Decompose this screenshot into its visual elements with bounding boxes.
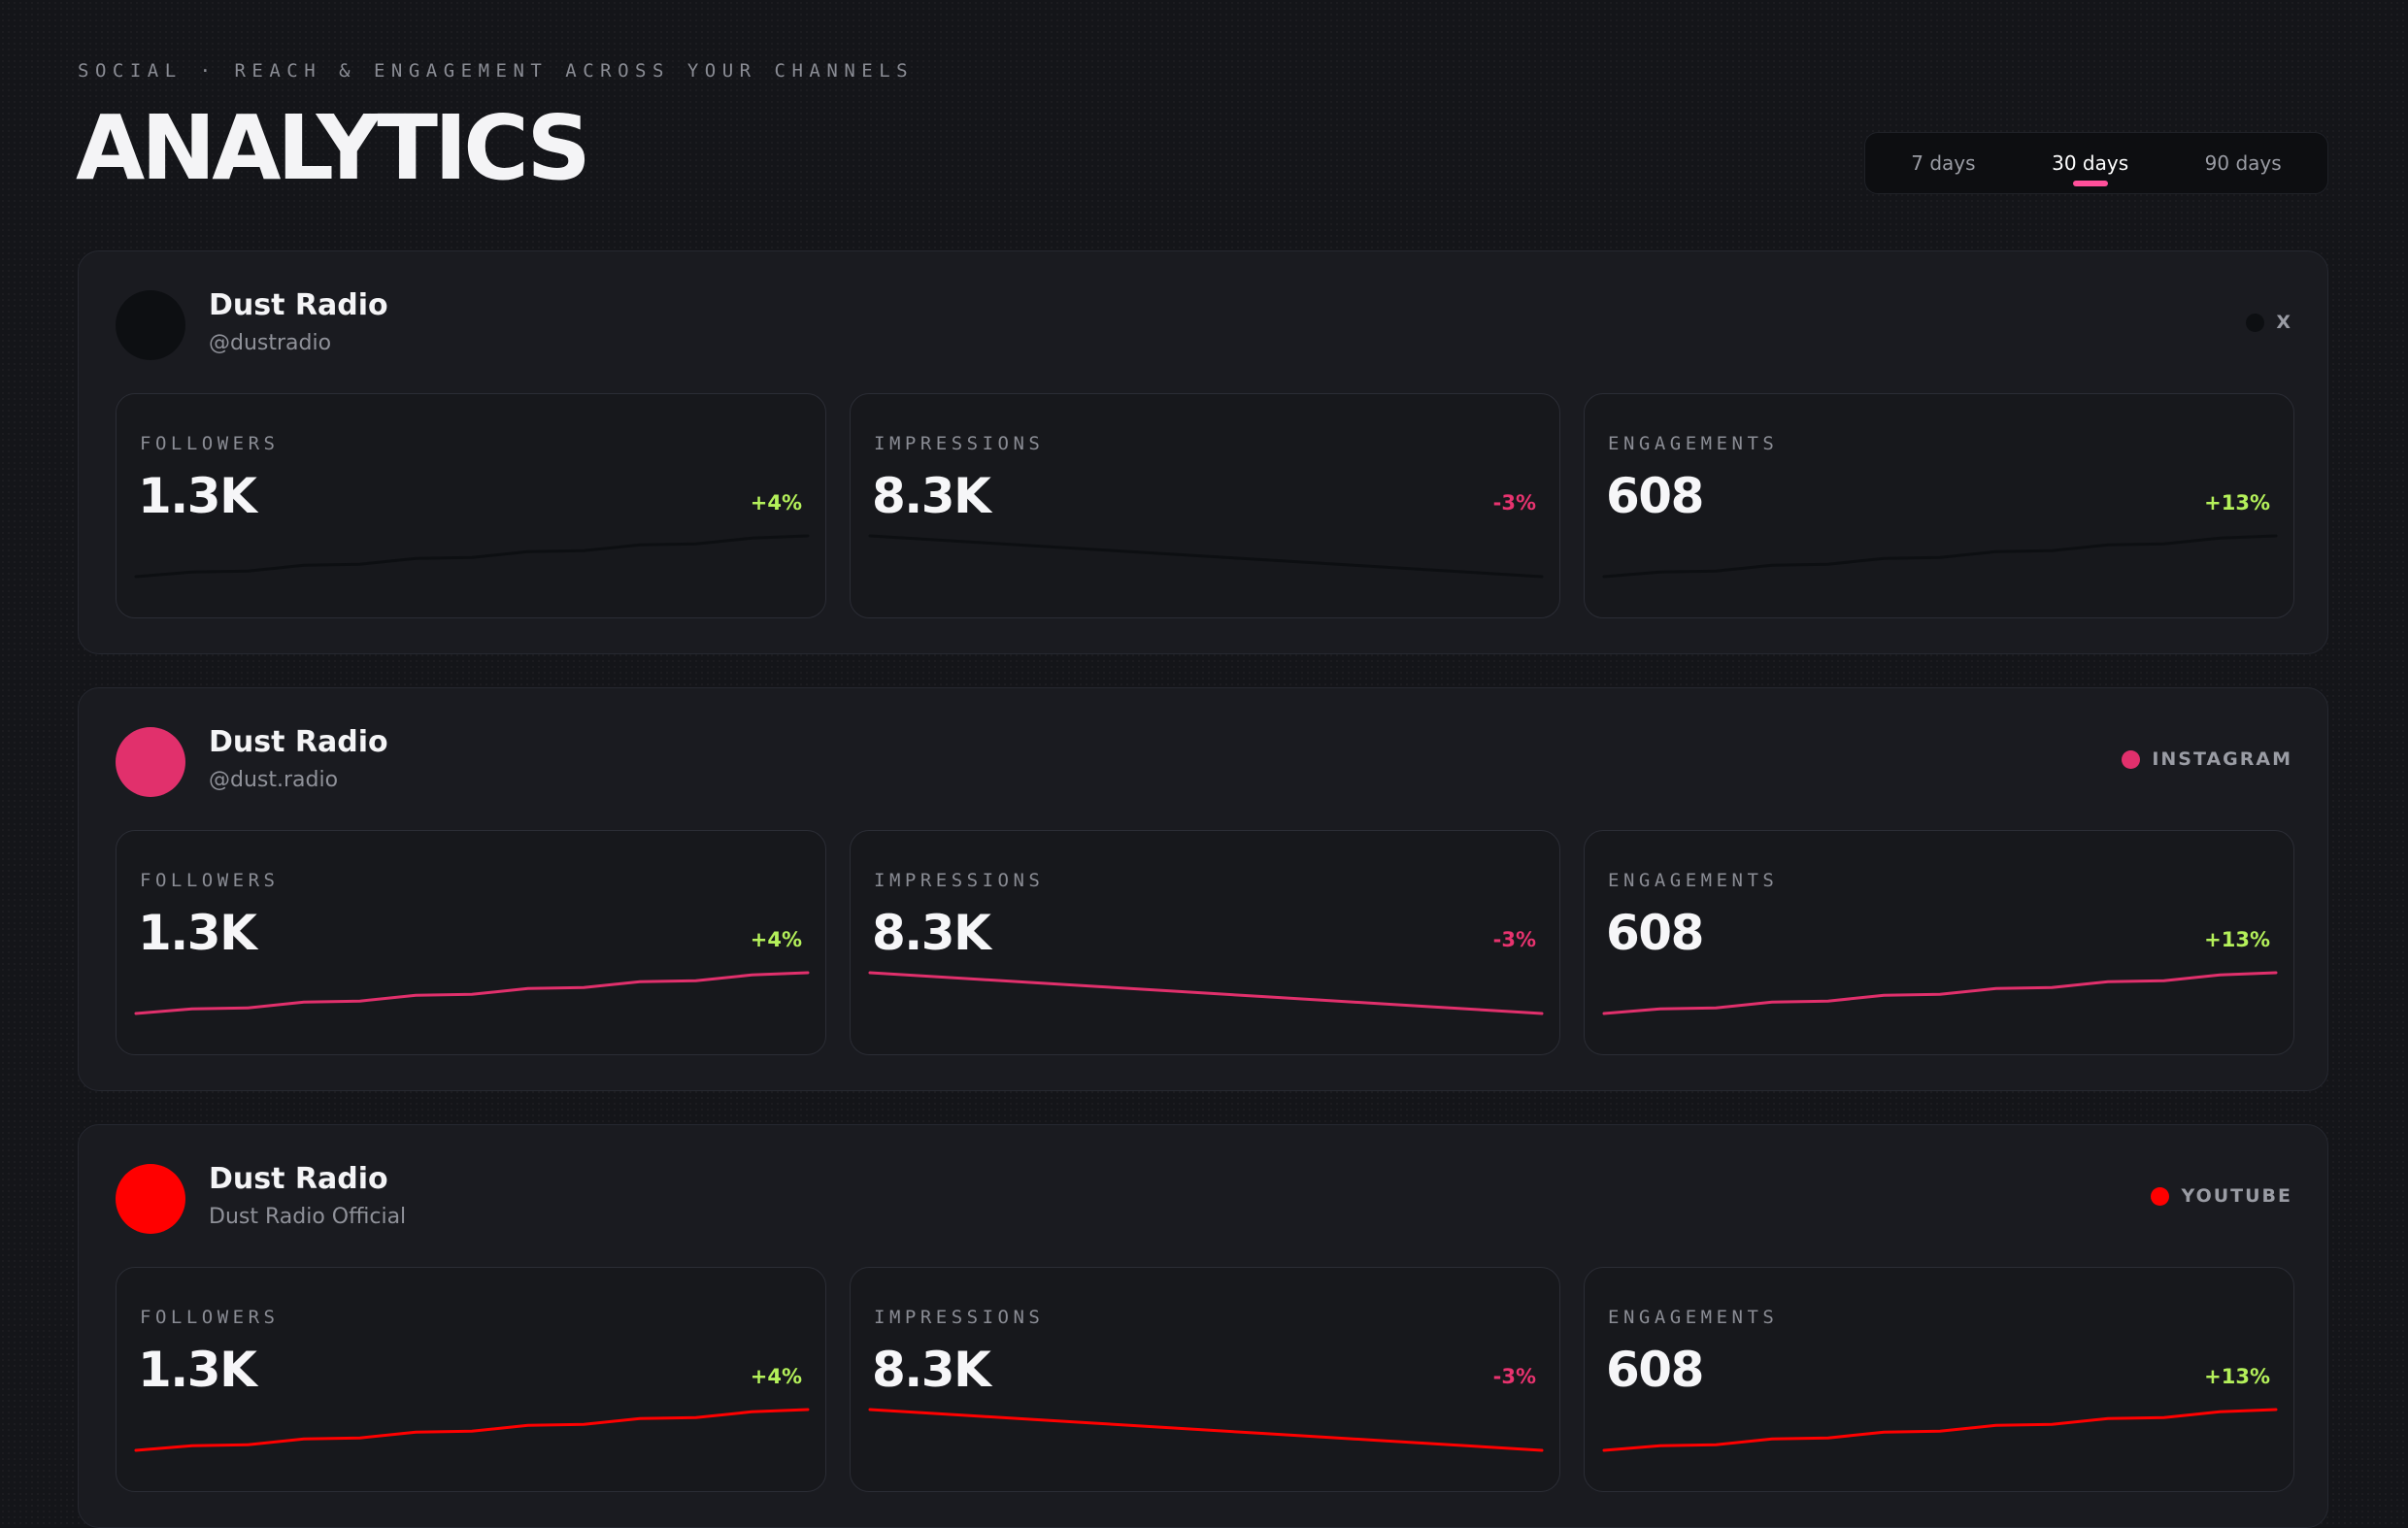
- metric-label: FOLLOWERS: [140, 870, 280, 891]
- account-card-instagram: Dust Radio @dust.radio INSTAGRAM FOLLOWE…: [78, 687, 2328, 1091]
- account-handle: Dust Radio Official: [209, 1205, 407, 1229]
- platform-dot-icon: [2246, 313, 2265, 332]
- account-handle: @dustradio: [209, 331, 332, 355]
- account-card-x: Dust Radio @dustradio X FOLLOWERS 1.3K +…: [78, 250, 2328, 654]
- metric-card-followers: FOLLOWERS 1.3K +4%: [116, 1267, 826, 1492]
- metric-label: FOLLOWERS: [140, 433, 280, 454]
- metric-label: IMPRESSIONS: [874, 1307, 1045, 1328]
- metric-delta: +13%: [2204, 1365, 2270, 1388]
- platform-badge: YOUTUBE: [2151, 1185, 2292, 1207]
- metric-value: 1.3K: [138, 468, 257, 524]
- platform-dot-icon: [2151, 1186, 2170, 1206]
- metric-delta: +13%: [2204, 928, 2270, 951]
- avatar: [116, 1164, 185, 1234]
- metric-delta: +13%: [2204, 491, 2270, 515]
- range-tab-30-days[interactable]: 30 days: [2042, 132, 2138, 194]
- metric-card-followers: FOLLOWERS 1.3K +4%: [116, 830, 826, 1055]
- account-name: Dust Radio: [209, 725, 388, 759]
- metric-value: 1.3K: [138, 1342, 257, 1398]
- account-handle: @dust.radio: [209, 768, 339, 792]
- metric-value: 608: [1606, 468, 1704, 524]
- page-eyebrow: SOCIAL · REACH & ENGAGEMENT ACROSS YOUR …: [78, 60, 915, 82]
- metric-value: 8.3K: [872, 1342, 991, 1398]
- platform-badge: X: [2246, 312, 2292, 333]
- platform-label: YOUTUBE: [2181, 1185, 2292, 1207]
- metric-card-impressions: IMPRESSIONS 8.3K -3%: [850, 1267, 1560, 1492]
- metric-delta: -3%: [1492, 1365, 1536, 1388]
- avatar: [116, 727, 185, 797]
- range-tab-7-days[interactable]: 7 days: [1901, 132, 1985, 194]
- metric-value: 8.3K: [872, 905, 991, 961]
- metric-value: 608: [1606, 1342, 1704, 1398]
- platform-label: INSTAGRAM: [2152, 748, 2292, 770]
- metric-label: IMPRESSIONS: [874, 433, 1045, 454]
- page-title: ANALYTICS: [76, 96, 591, 200]
- metric-label: ENGAGEMENTS: [1608, 1307, 1779, 1328]
- metric-value: 608: [1606, 905, 1704, 961]
- account-name: Dust Radio: [209, 1162, 388, 1196]
- metric-card-engagements: ENGAGEMENTS 608 +13%: [1584, 393, 2294, 618]
- metric-value: 1.3K: [138, 905, 257, 961]
- metric-card-followers: FOLLOWERS 1.3K +4%: [116, 393, 826, 618]
- active-tab-indicator: [2072, 181, 2108, 186]
- account-name: Dust Radio: [209, 288, 388, 322]
- metric-delta: +4%: [750, 1365, 802, 1388]
- metric-card-engagements: ENGAGEMENTS 608 +13%: [1584, 830, 2294, 1055]
- metric-value: 8.3K: [872, 468, 991, 524]
- date-range-selector: 7 days 30 days 90 days: [1864, 132, 2328, 194]
- range-tab-label: 30 days: [2052, 151, 2129, 175]
- metric-label: ENGAGEMENTS: [1608, 433, 1779, 454]
- range-tab-label: 90 days: [2204, 151, 2282, 175]
- metric-label: FOLLOWERS: [140, 1307, 280, 1328]
- platform-badge: INSTAGRAM: [2122, 748, 2292, 770]
- account-card-youtube: Dust Radio Dust Radio Official YOUTUBE F…: [78, 1124, 2328, 1528]
- metric-card-impressions: IMPRESSIONS 8.3K -3%: [850, 393, 1560, 618]
- metric-card-engagements: ENGAGEMENTS 608 +13%: [1584, 1267, 2294, 1492]
- metric-label: ENGAGEMENTS: [1608, 870, 1779, 891]
- platform-label: X: [2276, 312, 2292, 333]
- metric-delta: +4%: [750, 491, 802, 515]
- metric-delta: -3%: [1492, 928, 1536, 951]
- range-tab-90-days[interactable]: 90 days: [2195, 132, 2291, 194]
- metric-label: IMPRESSIONS: [874, 870, 1045, 891]
- metric-card-impressions: IMPRESSIONS 8.3K -3%: [850, 830, 1560, 1055]
- avatar: [116, 290, 185, 360]
- metric-delta: +4%: [750, 928, 802, 951]
- range-tab-label: 7 days: [1911, 151, 1976, 175]
- metric-delta: -3%: [1492, 491, 1536, 515]
- platform-dot-icon: [2122, 749, 2141, 769]
